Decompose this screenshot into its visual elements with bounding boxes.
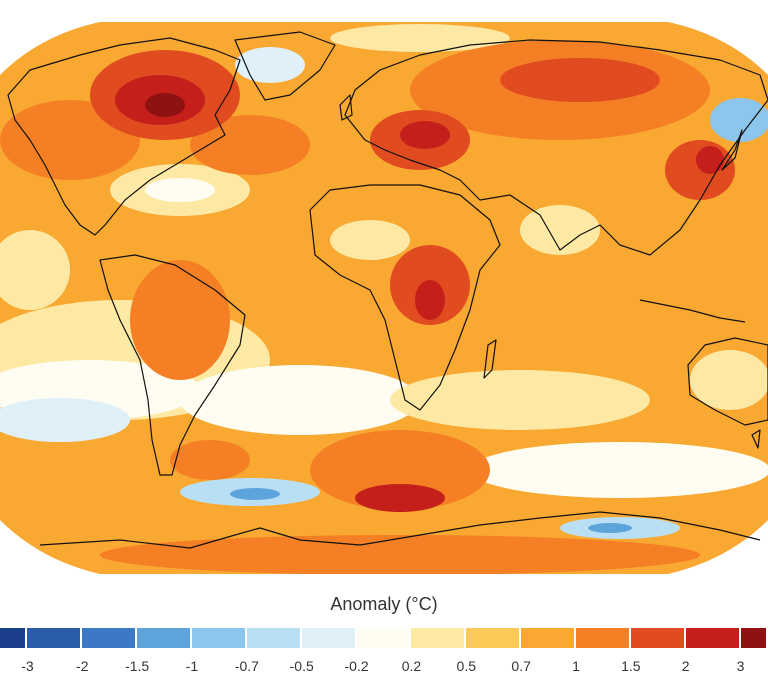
east-asia-core (696, 146, 724, 174)
colorbar-bin (411, 628, 465, 648)
south-indian-neutral (390, 370, 650, 430)
antarctica-warm (100, 535, 700, 574)
colorbar-tick-label: 0.5 (456, 658, 477, 674)
north-atlantic-neutral-core (145, 178, 215, 202)
colorbar-bin (301, 628, 355, 648)
coast-indonesia (639, 299, 746, 323)
colorbar-tick-label: 1 (572, 658, 580, 674)
north-indian-pale (520, 205, 600, 255)
coast-africa (309, 184, 501, 411)
sahara-pale (330, 220, 410, 260)
coast-uk (339, 94, 353, 121)
coast-europe-asia (344, 39, 768, 256)
coast-australia (687, 337, 768, 426)
europe-core (400, 121, 450, 149)
colorbar-bin (521, 628, 574, 648)
colorbar-tick-label: -1.5 (125, 658, 150, 674)
coast-north-america (7, 37, 241, 236)
arctic-pale (330, 24, 510, 52)
southern-ocean-neutral (470, 442, 768, 498)
coast-madagascar (483, 339, 497, 379)
colorbar-tick-label: -2 (76, 658, 89, 674)
coast-japan (721, 129, 743, 171)
coast-antarctica (39, 511, 761, 549)
colorbar-tick-label: -0.2 (344, 658, 369, 674)
southern-ocean-hot (355, 484, 445, 512)
africa-core (415, 280, 445, 320)
sw-atlantic-warm (170, 440, 250, 480)
south-america-warm (130, 260, 230, 380)
colorbar-tick-label: -3 (21, 658, 34, 674)
coast-new-zealand (751, 429, 761, 449)
southern-ocean-cool-2 (230, 488, 280, 500)
colorbar-bin (740, 628, 766, 648)
map-fill (0, 22, 768, 574)
coast-greenland (234, 31, 336, 101)
southern-ocean-warm (310, 430, 490, 510)
greenland-cool (235, 47, 305, 83)
colorbar-bin (137, 628, 190, 648)
east-pacific-cool (0, 398, 130, 442)
colorbar-tick-label: 0.2 (401, 658, 422, 674)
colorbar-bin (356, 628, 410, 648)
east-asia-hot (665, 140, 735, 200)
colorbar-tick-label: 1.5 (621, 658, 641, 674)
colorbar-bin (466, 628, 520, 648)
colorbar-tick-label: 2 (681, 658, 690, 674)
coast-south-america (99, 254, 246, 476)
colorbar-tick-label: 0.7 (511, 658, 531, 674)
east-pacific-pale (0, 230, 70, 310)
colorbar-tick-label: -1 (185, 658, 199, 674)
colorbar-bin (246, 628, 300, 648)
colorbar-bin (27, 628, 81, 648)
nw-pacific-cool (710, 98, 768, 142)
colorbar-bin (685, 628, 739, 648)
colorbar-tick-label: -0.5 (289, 658, 314, 674)
coastlines (7, 31, 768, 549)
colorbar-bin (0, 628, 26, 648)
colorbar-tick-label: 3 (736, 658, 745, 674)
anomaly-map (0, 22, 768, 574)
hudson-bay-core (145, 93, 185, 117)
colorbar-bin (630, 628, 684, 648)
australia-pale (690, 350, 768, 410)
ross-sea-cool-core (588, 523, 632, 533)
nw-atlantic-warm (190, 115, 310, 175)
south-atlantic-neutral (180, 365, 420, 435)
siberia-hot (500, 58, 660, 102)
colorbar-tick-label: -0.7 (234, 658, 259, 674)
legend-title: Anomaly (°C) (330, 594, 438, 614)
colorbar-bin (82, 628, 136, 648)
colorbar-bin (576, 628, 629, 648)
colorbar-bin (192, 628, 245, 648)
